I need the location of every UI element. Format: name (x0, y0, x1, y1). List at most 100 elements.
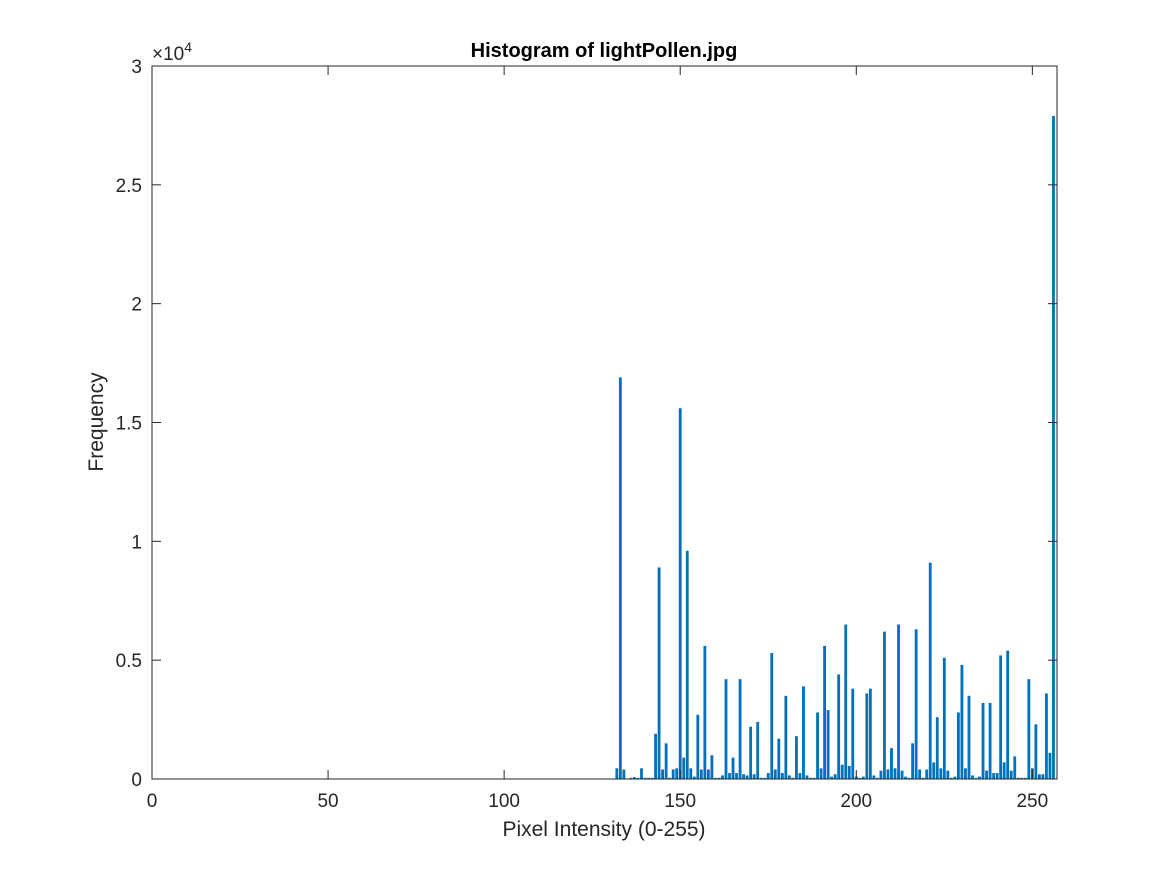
y-ticks-group: 0 0.5 1 1.5 2 2.5 3 (116, 57, 1057, 791)
histogram-bar (1048, 752, 1052, 779)
histogram-bar (1016, 777, 1020, 779)
y-tick-label: 0.5 (116, 651, 142, 672)
histogram-bar (893, 768, 897, 779)
histogram-bar (914, 629, 918, 779)
histogram-bar (981, 702, 985, 779)
histogram-bar (685, 550, 689, 779)
histogram-bar (752, 774, 756, 779)
histogram-bar (844, 624, 848, 779)
histogram-bar (647, 777, 650, 779)
y-axis-label: Frequency (85, 372, 108, 472)
histogram-bar (724, 679, 728, 779)
histogram-bar (872, 775, 876, 779)
histogram-bar (749, 726, 753, 779)
histogram-bar (946, 770, 950, 779)
histogram-bar (1052, 115, 1055, 779)
histogram-bar (978, 776, 981, 779)
histogram-bar (964, 768, 967, 779)
histogram-bar (699, 769, 703, 779)
x-tick-label: 50 (317, 791, 338, 812)
histogram-bar (999, 655, 1003, 779)
histogram-bar (928, 562, 932, 779)
histogram-bar (664, 743, 668, 779)
histogram-bar (1027, 679, 1031, 779)
histogram-bar (992, 773, 996, 779)
histogram-bar (851, 688, 855, 779)
histogram-bar (868, 688, 872, 779)
y-tick-label: 1 (131, 532, 142, 553)
x-tick-label: 250 (1016, 791, 1048, 812)
histogram-bar (766, 773, 770, 779)
histogram-bar (816, 712, 819, 779)
histogram-bar (932, 762, 936, 779)
histogram-bar (1020, 777, 1024, 779)
histogram-bar (1023, 777, 1027, 779)
histogram-bar (710, 755, 714, 779)
histogram-bar (717, 777, 721, 779)
histogram-bar (988, 702, 992, 779)
histogram-bar (921, 777, 925, 779)
y-exponent-label: ×104 (152, 39, 192, 65)
histogram-bar (728, 773, 731, 779)
histogram-bar (819, 768, 823, 779)
histogram-bar (939, 768, 943, 779)
histogram-bar (890, 748, 893, 779)
y-tick-label: 2 (131, 295, 142, 316)
histogram-bar (654, 733, 657, 779)
histogram-bar (735, 773, 738, 779)
histogram-bar (650, 777, 654, 779)
histogram-bar (1045, 693, 1048, 779)
histogram-bar (721, 775, 724, 779)
histogram-bar (780, 773, 784, 779)
histogram-bar (703, 645, 707, 779)
histogram-bar (837, 674, 841, 779)
histogram-bar (696, 714, 700, 779)
histogram-bar (1009, 770, 1013, 779)
histogram-bar (795, 736, 798, 779)
histogram-bar (925, 769, 929, 779)
histogram-bar (904, 776, 907, 779)
histogram-bar (615, 768, 619, 779)
histogram-bar (738, 679, 742, 779)
histogram-bar (1034, 724, 1038, 779)
histogram-bar (865, 693, 869, 779)
y-exponent-base: ×10 (152, 44, 184, 65)
histogram-bar (784, 695, 788, 779)
histogram-bar (883, 631, 886, 779)
histogram-bar (682, 757, 686, 779)
histogram-bar (618, 377, 622, 779)
histogram-bar (805, 775, 809, 779)
histogram-bar (692, 776, 696, 779)
x-ticks-group: 0 50 100 150 200 250 (147, 66, 1048, 812)
histogram-bar (949, 777, 953, 779)
histogram-bar (787, 775, 791, 779)
histogram-bar (879, 770, 883, 779)
histogram-bar (897, 624, 900, 779)
histogram-bar (935, 717, 939, 779)
histogram-bar (622, 769, 626, 779)
histogram-bar (960, 664, 964, 779)
histogram-bar (773, 769, 777, 779)
histogram-bar (823, 645, 826, 779)
histogram-bar (985, 770, 988, 779)
x-tick-label: 0 (147, 791, 158, 812)
histogram-bar (809, 777, 812, 779)
histogram-bar (847, 765, 851, 779)
histogram-bar (671, 769, 675, 779)
histogram-bar (643, 777, 647, 779)
histogram-bar (876, 777, 879, 779)
histogram-bar (830, 776, 834, 779)
chart-title: Histogram of lightPollen.jpg (471, 40, 738, 62)
histogram-bar (731, 757, 735, 779)
histogram-bar (759, 777, 763, 779)
histogram-bar (886, 769, 890, 779)
histogram-bar (657, 567, 661, 779)
histogram-bar (633, 777, 636, 779)
histogram-bar (858, 777, 862, 779)
histogram-bar (777, 738, 781, 779)
histogram-bar (812, 777, 816, 779)
histogram-bar (974, 777, 978, 779)
y-tick-label: 2.5 (116, 176, 142, 197)
histogram-bar (802, 686, 805, 779)
